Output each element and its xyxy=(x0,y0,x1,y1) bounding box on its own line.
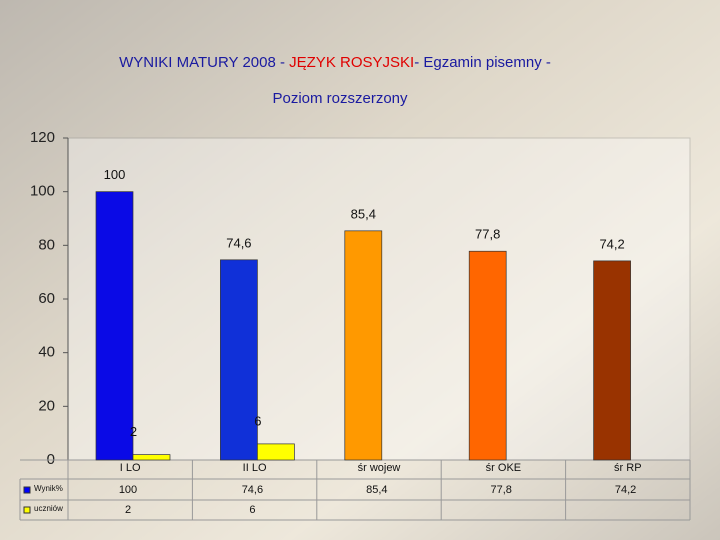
y-tick-label: 100 xyxy=(30,183,55,200)
y-tick-label: 40 xyxy=(38,344,55,361)
legend-swatch xyxy=(23,486,31,494)
y-tick-label: 20 xyxy=(38,397,55,414)
data-label: 6 xyxy=(254,413,261,428)
y-tick-label: 80 xyxy=(38,236,55,253)
data-label: 85,4 xyxy=(351,206,376,221)
x-tick-label: śr OKE xyxy=(486,462,521,474)
table-cell: 100 xyxy=(119,484,137,496)
title-part: WYNIKI MATURY 2008 - xyxy=(119,54,289,71)
data-label: 74,6 xyxy=(226,235,251,250)
bar xyxy=(344,230,383,461)
title-part: - Egzamin pisemny - xyxy=(414,54,551,71)
data-label: 2 xyxy=(130,424,137,439)
table-cell: 85,4 xyxy=(366,484,387,496)
data-label: 74,2 xyxy=(599,236,624,251)
chart-subtitle: Poziom rozszerzony xyxy=(272,90,408,107)
x-tick-label: I LO xyxy=(120,462,141,474)
x-tick-label: śr RP xyxy=(614,462,642,474)
table-cell: 77,8 xyxy=(490,484,511,496)
bar xyxy=(593,260,631,461)
data-label: 100 xyxy=(104,167,126,182)
bar xyxy=(468,250,507,461)
chart-title: WYNIKI MATURY 2008 - JĘZYK ROSYJSKI- Egz… xyxy=(119,54,551,71)
bar xyxy=(220,259,258,461)
table-cell: 6 xyxy=(249,504,255,516)
y-tick-label: 60 xyxy=(38,290,55,307)
title-part: JĘZYK ROSYJSKI xyxy=(289,54,414,71)
y-tick-label: 120 xyxy=(30,129,55,146)
table-cell: 74,6 xyxy=(242,484,263,496)
bar xyxy=(95,191,134,461)
x-tick-label: śr wojew xyxy=(358,462,401,474)
data-label: 77,8 xyxy=(475,227,500,242)
legend-label: Wynik% xyxy=(34,484,63,493)
legend-label: uczniów xyxy=(34,504,63,513)
legend-swatch xyxy=(23,506,31,514)
bar xyxy=(132,454,171,461)
bar xyxy=(257,443,295,461)
table-cell: 2 xyxy=(125,504,131,516)
x-tick-label: II LO xyxy=(243,462,267,474)
table-cell: 74,2 xyxy=(615,484,636,496)
y-tick-label: 0 xyxy=(47,451,55,468)
